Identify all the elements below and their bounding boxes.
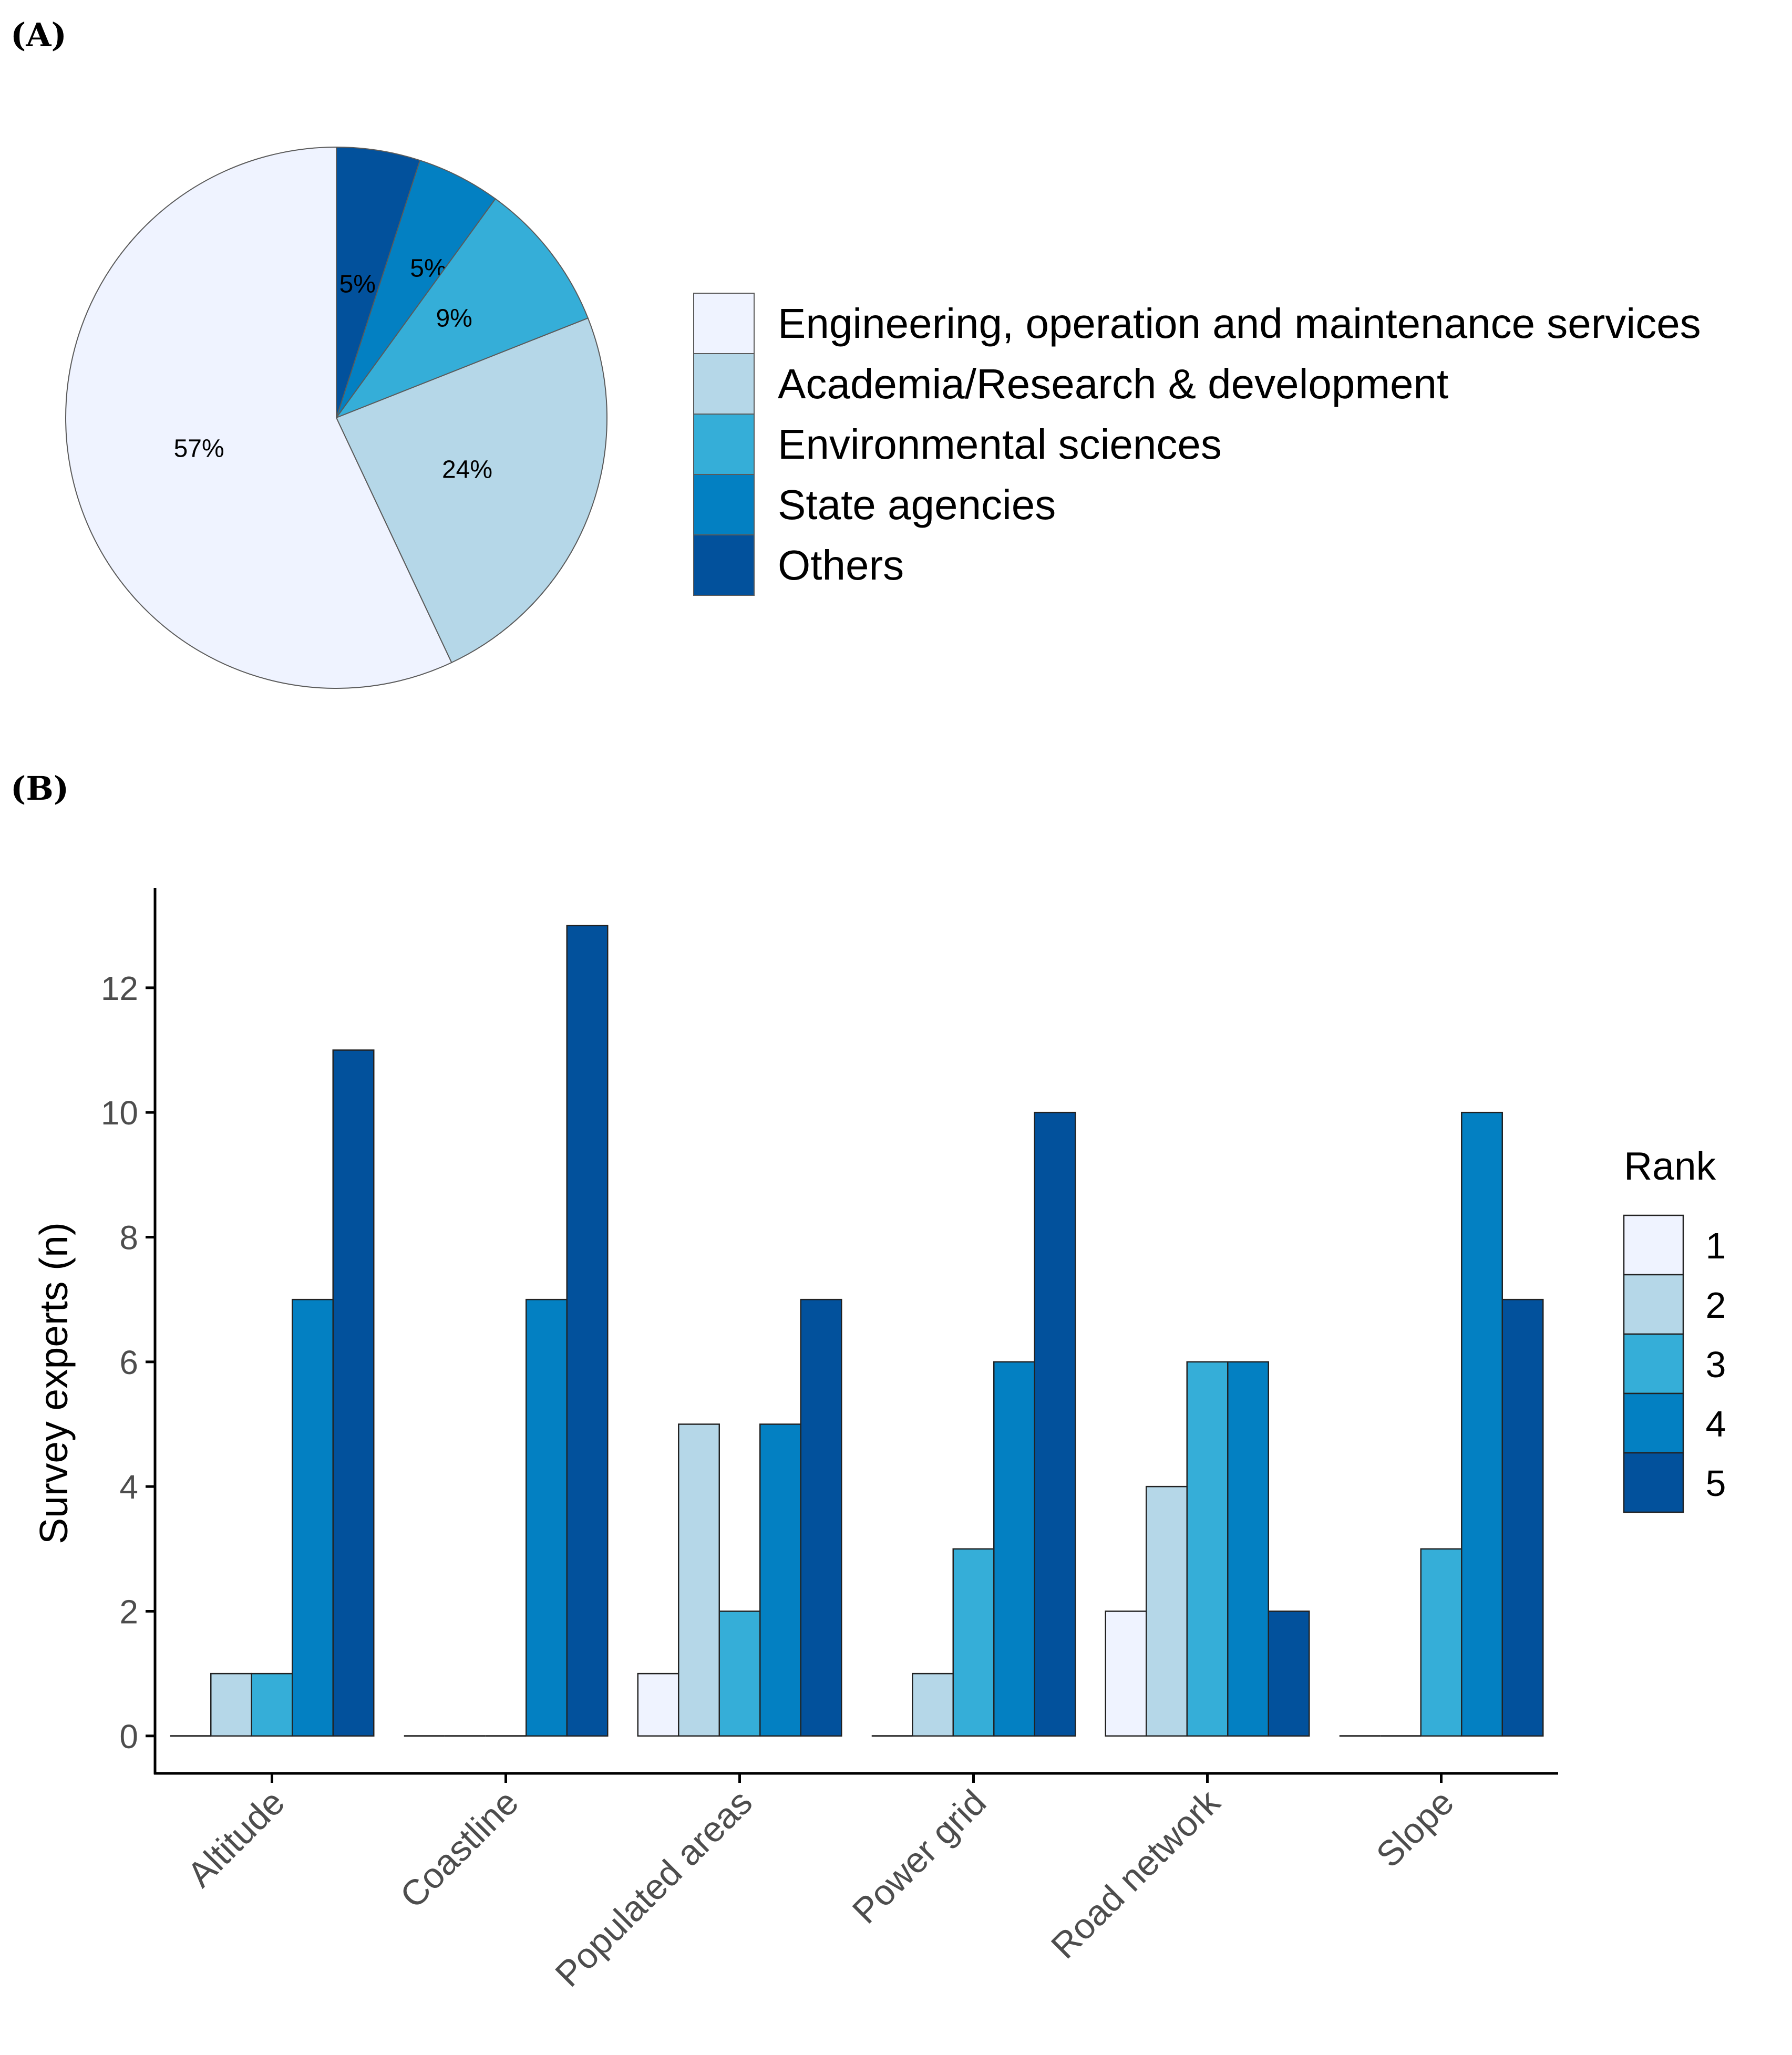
bar-power-grid-rank-5 <box>1034 1111 1076 1737</box>
y-tick-label: 6 <box>119 1344 138 1381</box>
x-tick-label-populated-areas: Populated areas <box>548 1782 760 1995</box>
x-tick-label-altitude: Altitude <box>180 1782 292 1895</box>
legend-label-engineering-operation-and-maintenance-services: Engineering, operation and maintenance s… <box>778 300 1701 347</box>
x-tick-label-power-grid: Power grid <box>845 1782 994 1932</box>
pie-slice-state-agencies <box>336 159 497 418</box>
pie-slice-engineering-operation-and-maintenance-services <box>65 146 452 689</box>
bar-slope-rank-5 <box>1501 1298 1544 1737</box>
bar-road-network-rank-3 <box>1186 1361 1229 1737</box>
bar-slope-rank-4 <box>1461 1111 1503 1737</box>
pie-slice-environmental-sciences <box>335 198 589 419</box>
y-axis-title: Survey experts (n) <box>32 1222 76 1544</box>
y-tick-label: 10 <box>101 1094 138 1132</box>
legend-swatch-rank-2 <box>1623 1274 1684 1335</box>
x-tick-label-coastline: Coastline <box>393 1782 526 1916</box>
legend-label-academia-research-development: Academia/Research & development <box>778 360 1448 407</box>
legend-swatch-rank-3 <box>1623 1333 1684 1395</box>
x-tick-label-road-network: Road network <box>1044 1782 1228 1966</box>
bar-road-network-rank-4 <box>1227 1361 1269 1737</box>
legend-swatch-environmental-sciences <box>693 414 755 475</box>
bar-populated-areas-rank-4 <box>759 1423 801 1737</box>
legend-label-rank-2: 2 <box>1706 1285 1726 1326</box>
legend-label-rank-4: 4 <box>1706 1403 1726 1444</box>
pie-slice-others <box>336 146 421 418</box>
y-tick-label: 0 <box>119 1718 138 1755</box>
y-tick-label: 12 <box>101 969 138 1007</box>
pie-label-others: 5% <box>339 271 376 298</box>
pie-slice-academia-research-development <box>335 317 607 664</box>
pie-chart: 5%5%9%24%57% <box>65 146 607 689</box>
legend-swatch-rank-4 <box>1623 1392 1684 1454</box>
pie-label-environmental-sciences: 9% <box>436 305 472 333</box>
legend-label-rank-5: 5 <box>1706 1463 1726 1504</box>
bar-populated-areas-rank-3 <box>718 1610 761 1737</box>
bar-road-network-rank-1 <box>1105 1610 1147 1737</box>
legend-title: Rank <box>1624 1144 1716 1188</box>
bar-chart: 0 2 4 6 8 10 12 Altitude Coastline Populated area… <box>32 888 1558 1995</box>
rank-legend: Rank 1 2 3 4 5 <box>1623 1144 1726 1513</box>
bar-coastline-rank-5 <box>566 924 609 1737</box>
legend-swatch-academia-research-development <box>693 353 755 415</box>
legend-label-environmental-sciences: Environmental sciences <box>778 421 1222 468</box>
bar-power-grid-rank-3 <box>952 1548 995 1737</box>
legend-swatch-state-agencies <box>693 474 755 535</box>
pie-label-academia-research-development: 24% <box>442 456 492 484</box>
legend-swatch-others <box>693 534 755 596</box>
x-tick-label-slope: Slope <box>1368 1782 1461 1875</box>
bar-slope-rank-3 <box>1420 1548 1463 1737</box>
pie-label-engineering-operation-and-maintenance-services: 57% <box>174 435 224 462</box>
bar-power-grid-rank-2 <box>912 1672 954 1737</box>
y-tick-label: 2 <box>119 1593 138 1630</box>
legend-label-rank-1: 1 <box>1706 1225 1726 1266</box>
y-tick-label: 4 <box>119 1468 138 1506</box>
legend-swatch-rank-5 <box>1623 1452 1684 1513</box>
bar-power-grid-rank-4 <box>993 1361 1035 1737</box>
bar-populated-areas-rank-1 <box>637 1672 679 1737</box>
bar-altitude-rank-3 <box>251 1672 293 1737</box>
bar-road-network-rank-2 <box>1146 1485 1188 1737</box>
bar-populated-areas-rank-2 <box>678 1423 720 1737</box>
bar-altitude-rank-2 <box>210 1672 252 1737</box>
legend-label-state-agencies: State agencies <box>778 481 1056 528</box>
bar-altitude-rank-5 <box>332 1049 375 1737</box>
legend-swatch-engineering-operation-and-maintenance-services <box>693 293 755 354</box>
bar-altitude-rank-4 <box>292 1298 334 1737</box>
bar-populated-areas-rank-5 <box>800 1298 842 1737</box>
panel-label-b: (B) <box>11 769 69 808</box>
y-tick-label: 8 <box>119 1219 138 1257</box>
legend-label-rank-3: 3 <box>1706 1344 1726 1385</box>
bar-road-network-rank-5 <box>1268 1610 1310 1737</box>
legend-label-others: Others <box>778 542 904 588</box>
panel-label-a: (A) <box>11 16 67 54</box>
pie-legend: Engineering, operation and maintenance s… <box>693 293 1701 596</box>
bar-coastline-rank-4 <box>526 1298 568 1737</box>
legend-swatch-rank-1 <box>1623 1214 1684 1276</box>
